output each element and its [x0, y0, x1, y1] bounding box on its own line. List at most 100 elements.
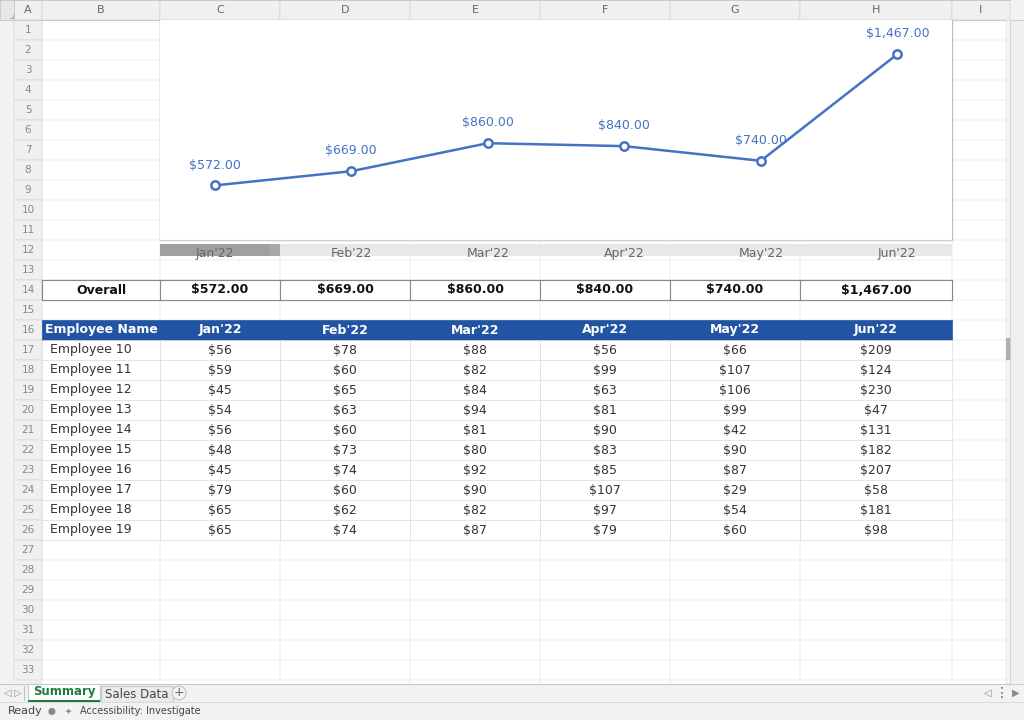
- Text: ▷: ▷: [14, 688, 22, 698]
- Bar: [42, 0, 160, 20]
- Bar: [410, 0, 540, 20]
- Bar: [670, 500, 800, 520]
- Bar: [14, 300, 42, 320]
- Bar: [28, 700, 100, 702]
- Text: ▶: ▶: [1012, 688, 1019, 698]
- Bar: [160, 244, 952, 256]
- Bar: [14, 20, 42, 40]
- Bar: [160, 244, 280, 256]
- Text: A: A: [25, 5, 32, 15]
- Text: 11: 11: [22, 225, 35, 235]
- Bar: [280, 0, 410, 20]
- Text: B: B: [97, 5, 104, 15]
- Bar: [160, 244, 270, 256]
- Bar: [160, 20, 952, 240]
- Text: 28: 28: [22, 565, 35, 575]
- Text: $56: $56: [208, 423, 232, 436]
- Bar: [410, 360, 540, 380]
- Text: Accessibility: Investigate: Accessibility: Investigate: [80, 706, 201, 716]
- Text: $90: $90: [723, 444, 746, 456]
- Text: 14: 14: [22, 285, 35, 295]
- Bar: [160, 380, 280, 400]
- Bar: [160, 460, 280, 480]
- Text: 24: 24: [22, 485, 35, 495]
- Bar: [280, 400, 410, 420]
- Text: $1,467.00: $1,467.00: [865, 27, 929, 40]
- Text: $45: $45: [208, 464, 232, 477]
- Text: $74: $74: [333, 464, 357, 477]
- Bar: [42, 400, 160, 420]
- Text: 18: 18: [22, 365, 35, 375]
- Text: $65: $65: [333, 384, 357, 397]
- Bar: [160, 280, 280, 300]
- Text: ⋮: ⋮: [995, 686, 1009, 700]
- Text: Summary: Summary: [33, 685, 95, 698]
- Text: $860.00: $860.00: [446, 284, 504, 297]
- Bar: [160, 420, 280, 440]
- Text: $60: $60: [333, 484, 357, 497]
- Text: $85: $85: [593, 464, 617, 477]
- Bar: [800, 440, 952, 460]
- Bar: [670, 340, 800, 360]
- Text: 31: 31: [22, 625, 35, 635]
- Bar: [14, 620, 42, 640]
- Text: 7: 7: [25, 145, 32, 155]
- Text: $79: $79: [593, 523, 616, 536]
- Bar: [14, 120, 42, 140]
- Text: $84: $84: [463, 384, 487, 397]
- Text: $669.00: $669.00: [316, 284, 374, 297]
- Bar: [280, 460, 410, 480]
- Text: $56: $56: [208, 343, 232, 356]
- Text: Employee Name: Employee Name: [45, 323, 158, 336]
- Bar: [42, 320, 160, 340]
- Text: $47: $47: [864, 403, 888, 416]
- Text: $78: $78: [333, 343, 357, 356]
- Text: $90: $90: [593, 423, 616, 436]
- Text: Sales Data: Sales Data: [105, 688, 169, 701]
- Text: 3: 3: [25, 65, 32, 75]
- Bar: [800, 340, 952, 360]
- Bar: [540, 520, 670, 540]
- Bar: [670, 420, 800, 440]
- Text: 27: 27: [22, 545, 35, 555]
- Bar: [670, 460, 800, 480]
- Bar: [42, 420, 160, 440]
- Text: Employee 15: Employee 15: [50, 444, 132, 456]
- Bar: [280, 480, 410, 500]
- Text: 26: 26: [22, 525, 35, 535]
- Bar: [14, 260, 42, 280]
- Bar: [280, 340, 410, 360]
- Text: $60: $60: [333, 364, 357, 377]
- Bar: [0, 702, 1024, 720]
- Bar: [42, 440, 160, 460]
- Text: 13: 13: [22, 265, 35, 275]
- Text: $669.00: $669.00: [326, 144, 377, 158]
- Text: $182: $182: [860, 444, 892, 456]
- Bar: [14, 520, 42, 540]
- Text: Employee 13: Employee 13: [50, 403, 132, 416]
- Text: $87: $87: [723, 464, 746, 477]
- Bar: [14, 60, 42, 80]
- Text: $62: $62: [333, 503, 357, 516]
- Bar: [160, 360, 280, 380]
- Text: Employee 17: Employee 17: [50, 484, 132, 497]
- Text: 5: 5: [25, 105, 32, 115]
- Bar: [540, 320, 670, 340]
- Text: 1: 1: [25, 25, 32, 35]
- Text: $82: $82: [463, 364, 487, 377]
- Text: $209: $209: [860, 343, 892, 356]
- Text: Overall: Overall: [76, 284, 126, 297]
- Bar: [14, 500, 42, 520]
- Text: F: F: [602, 5, 608, 15]
- Bar: [14, 0, 42, 20]
- Text: 20: 20: [22, 405, 35, 415]
- Text: 10: 10: [22, 205, 35, 215]
- Bar: [540, 440, 670, 460]
- Text: 16: 16: [22, 325, 35, 335]
- Text: $82: $82: [463, 503, 487, 516]
- Bar: [1006, 20, 1014, 684]
- Bar: [14, 460, 42, 480]
- Bar: [280, 500, 410, 520]
- Bar: [670, 320, 800, 340]
- Text: G: G: [731, 5, 739, 15]
